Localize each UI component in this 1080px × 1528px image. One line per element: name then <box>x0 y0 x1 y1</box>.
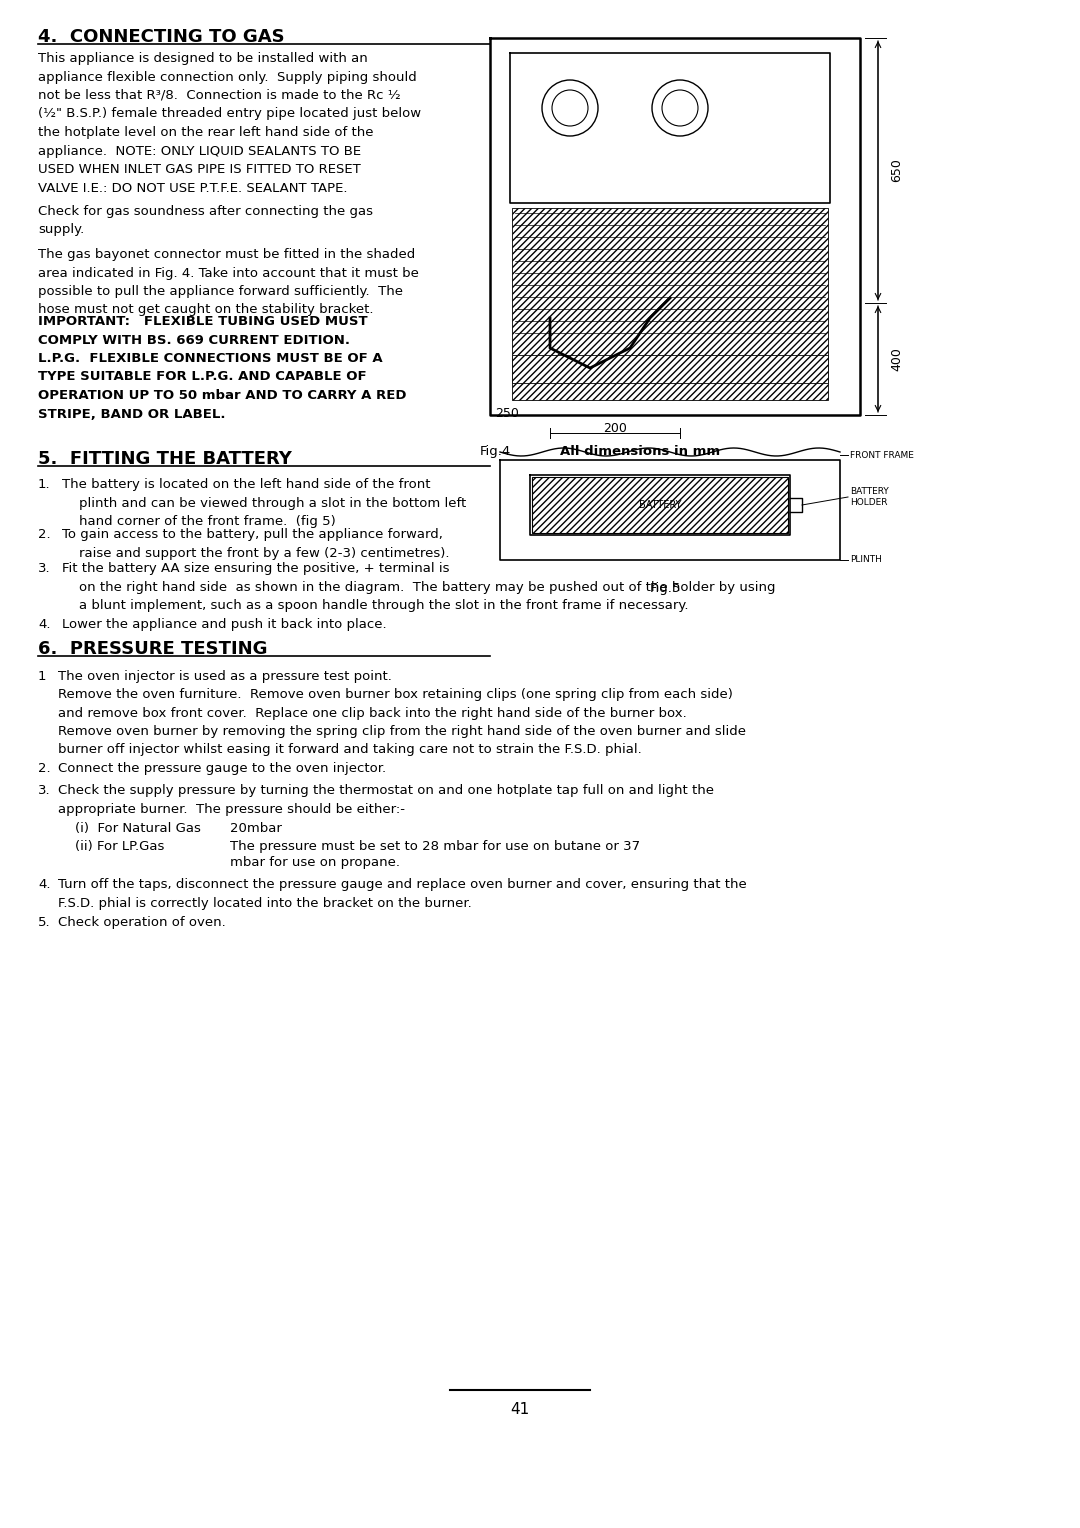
Text: 1: 1 <box>38 669 46 683</box>
Text: 4.: 4. <box>38 879 51 891</box>
Text: 1.: 1. <box>38 478 51 490</box>
Text: mbar for use on propane.: mbar for use on propane. <box>230 856 400 869</box>
Text: 20mbar: 20mbar <box>230 822 282 834</box>
Bar <box>512 208 828 400</box>
Text: (ii) For LP.Gas: (ii) For LP.Gas <box>75 840 164 853</box>
Text: 3.: 3. <box>38 562 51 575</box>
Text: 5.: 5. <box>38 915 51 929</box>
Text: L.P.G.  FLEXIBLE CONNECTIONS MUST BE OF A
TYPE SUITABLE FOR L.P.G. AND CAPABLE O: L.P.G. FLEXIBLE CONNECTIONS MUST BE OF A… <box>38 351 406 420</box>
Text: IMPORTANT:   FLEXIBLE TUBING USED MUST
COMPLY WITH BS. 669 CURRENT EDITION.: IMPORTANT: FLEXIBLE TUBING USED MUST COM… <box>38 315 367 347</box>
Bar <box>512 354 828 384</box>
Text: Fig.4: Fig.4 <box>480 445 511 458</box>
Text: The pressure must be set to 28 mbar for use on butane or 37: The pressure must be set to 28 mbar for … <box>230 840 640 853</box>
Text: Fig.5: Fig.5 <box>650 582 681 594</box>
Text: FRONT FRAME: FRONT FRAME <box>850 451 914 460</box>
Text: 6.  PRESSURE TESTING: 6. PRESSURE TESTING <box>38 640 268 659</box>
Text: Check for gas soundness after connecting the gas
supply.: Check for gas soundness after connecting… <box>38 205 373 237</box>
Text: To gain access to the battery, pull the appliance forward,
    raise and support: To gain access to the battery, pull the … <box>62 529 449 559</box>
Text: 200: 200 <box>603 422 626 435</box>
Text: 400: 400 <box>890 347 903 371</box>
Text: PLINTH: PLINTH <box>850 556 882 564</box>
Bar <box>532 477 788 533</box>
Text: The oven injector is used as a pressure test point.: The oven injector is used as a pressure … <box>58 669 392 683</box>
Text: The battery is located on the left hand side of the front
    plinth and can be : The battery is located on the left hand … <box>62 478 467 529</box>
Text: BATTERY
HOLDER: BATTERY HOLDER <box>850 487 889 507</box>
Text: Check operation of oven.: Check operation of oven. <box>58 915 226 929</box>
Text: 2.: 2. <box>38 762 51 775</box>
Text: 250: 250 <box>495 406 518 420</box>
Text: 4.  CONNECTING TO GAS: 4. CONNECTING TO GAS <box>38 28 285 46</box>
Text: Lower the appliance and push it back into place.: Lower the appliance and push it back int… <box>62 617 387 631</box>
Text: BATTERY: BATTERY <box>638 500 681 510</box>
Text: (i)  For Natural Gas: (i) For Natural Gas <box>75 822 201 834</box>
Text: 3.: 3. <box>38 784 51 798</box>
Text: Check the supply pressure by turning the thermostat on and one hotplate tap full: Check the supply pressure by turning the… <box>58 784 714 816</box>
Text: Fit the battery AA size ensuring the positive, + terminal is
    on the right ha: Fit the battery AA size ensuring the pos… <box>62 562 775 613</box>
Text: 650: 650 <box>890 157 903 182</box>
Text: Turn off the taps, disconnect the pressure gauge and replace oven burner and cov: Turn off the taps, disconnect the pressu… <box>58 879 746 909</box>
Text: 41: 41 <box>511 1403 529 1416</box>
Text: The gas bayonet connector must be fitted in the shaded
area indicated in Fig. 4.: The gas bayonet connector must be fitted… <box>38 248 419 316</box>
Text: 4.: 4. <box>38 617 51 631</box>
Text: 2.: 2. <box>38 529 51 541</box>
Text: This appliance is designed to be installed with an
appliance flexible connection: This appliance is designed to be install… <box>38 52 421 194</box>
Text: 5.  FITTING THE BATTERY: 5. FITTING THE BATTERY <box>38 451 292 468</box>
Text: Remove the oven furniture.  Remove oven burner box retaining clips (one spring c: Remove the oven furniture. Remove oven b… <box>58 688 746 756</box>
Text: Connect the pressure gauge to the oven injector.: Connect the pressure gauge to the oven i… <box>58 762 387 775</box>
Text: All dimensions in mm: All dimensions in mm <box>561 445 720 458</box>
